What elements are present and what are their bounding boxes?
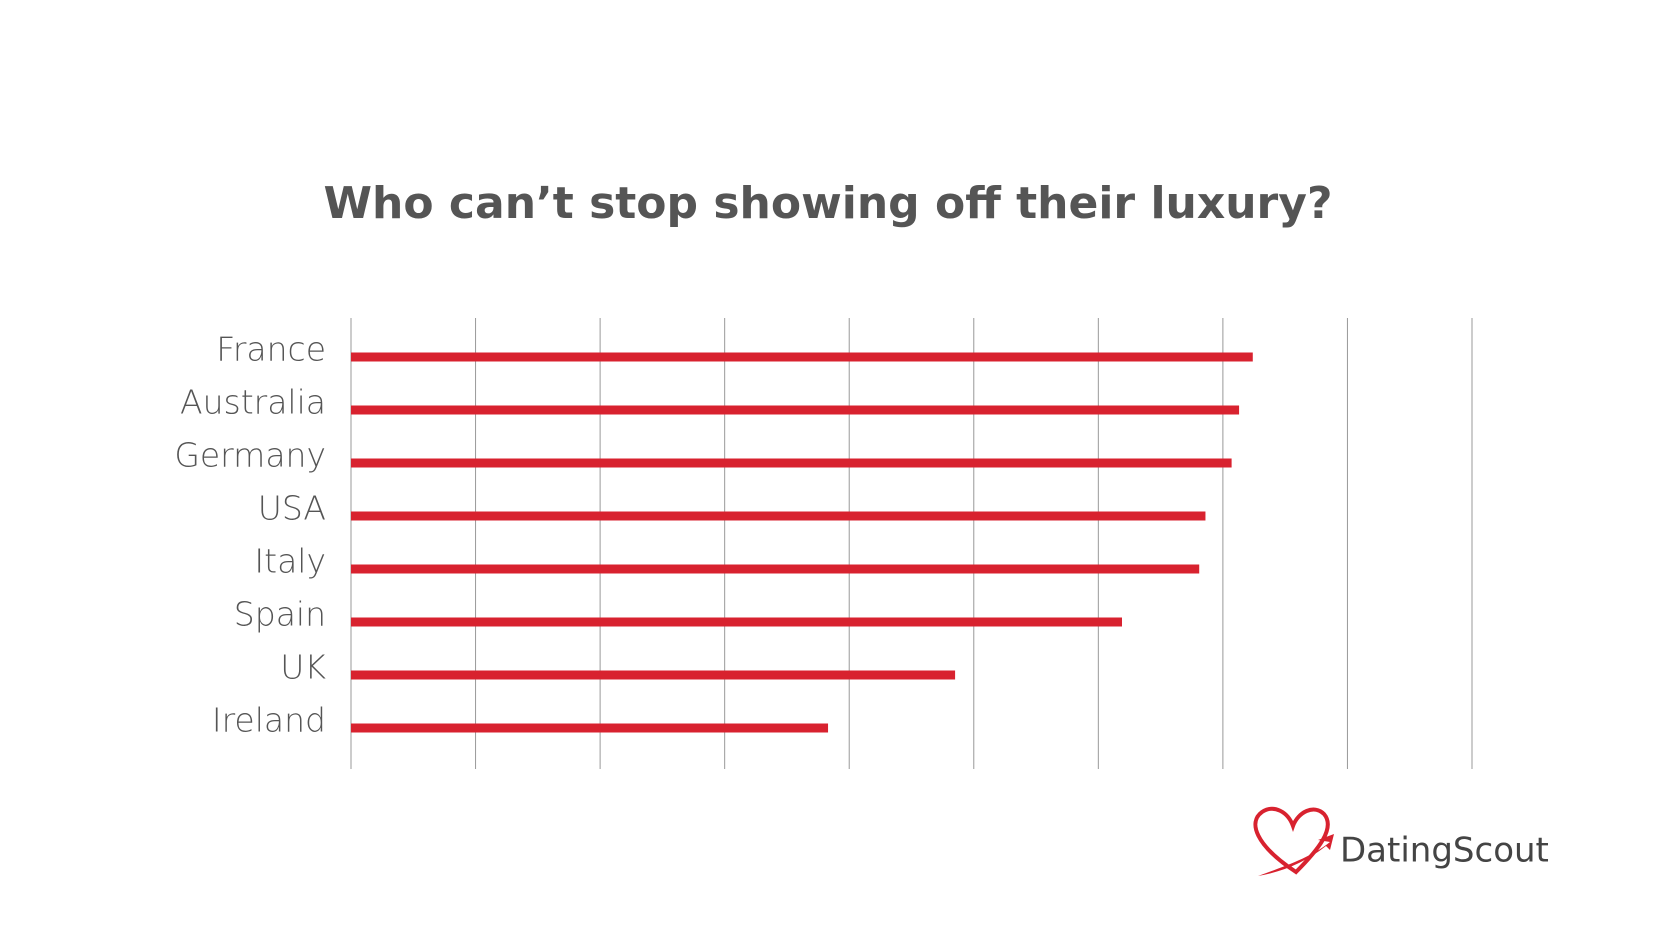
y-tick-label: Germany xyxy=(174,436,326,475)
brand-logo: DatingScout xyxy=(1253,806,1549,876)
y-tick-label: UK xyxy=(280,648,326,687)
bar xyxy=(351,352,1253,362)
bar xyxy=(351,564,1200,574)
y-tick-label: USA xyxy=(258,489,326,528)
logo-plane xyxy=(1258,834,1334,876)
brand-name: DatingScout xyxy=(1340,831,1549,871)
bar xyxy=(351,458,1232,468)
y-tick-label: France xyxy=(216,330,326,369)
bar xyxy=(351,670,956,680)
y-tick-label: Italy xyxy=(254,542,326,581)
bar xyxy=(351,511,1206,521)
bar xyxy=(351,723,829,733)
bar xyxy=(351,405,1240,415)
logo-heart xyxy=(1253,806,1330,875)
bar xyxy=(351,617,1122,627)
y-tick-label: Australia xyxy=(180,383,326,422)
chart-title: Who can’t stop showing off their luxury? xyxy=(324,178,1333,229)
y-tick-label: Ireland xyxy=(212,701,326,740)
y-tick-label: Spain xyxy=(234,595,326,634)
